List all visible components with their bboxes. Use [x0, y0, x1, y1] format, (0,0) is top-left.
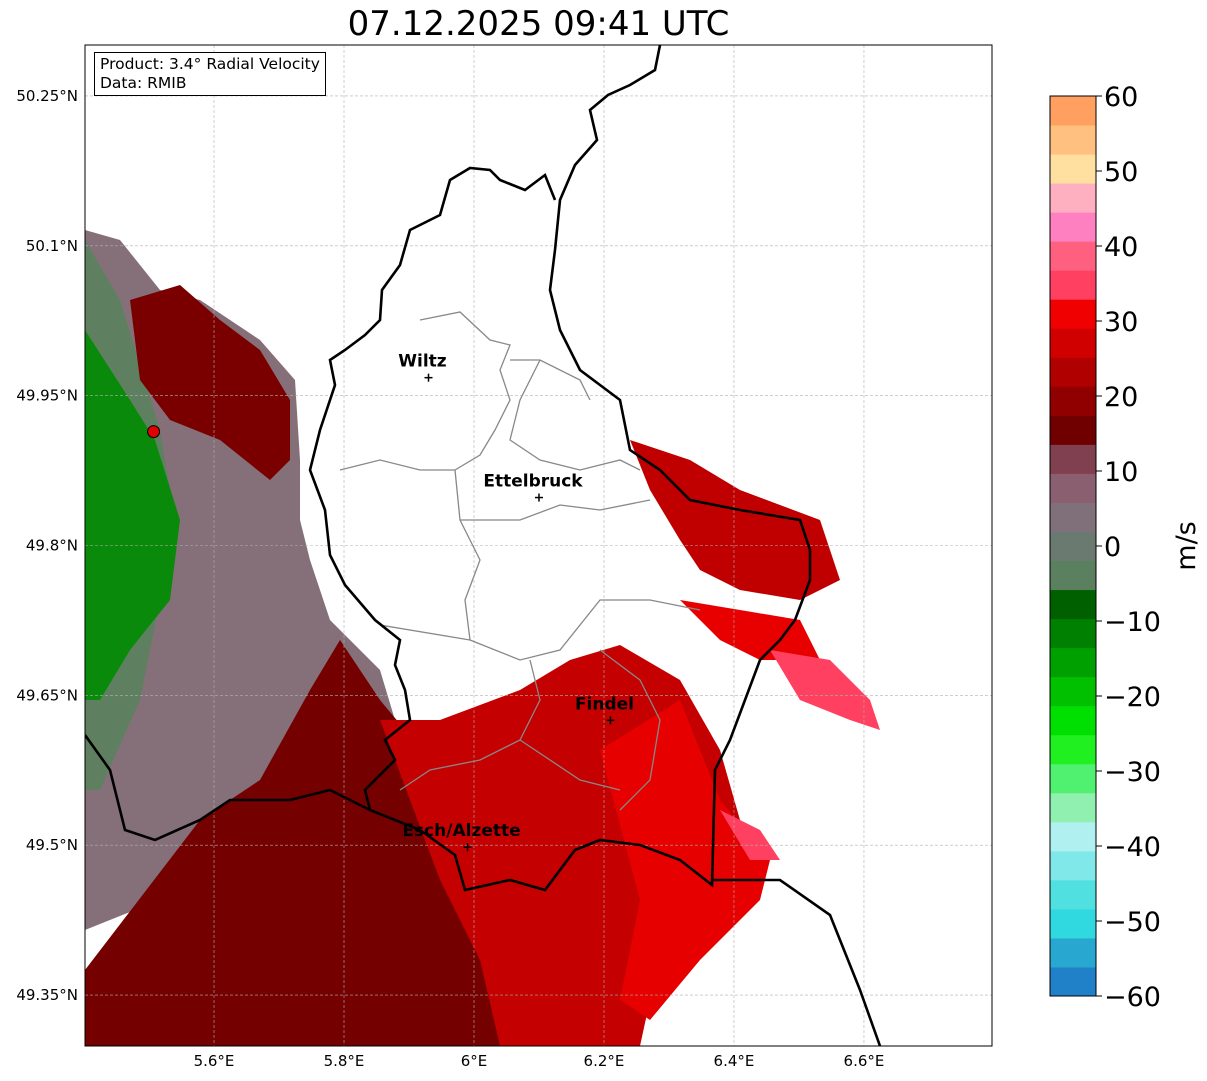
colorbar-segment	[1050, 676, 1096, 707]
colorbar-segment	[1050, 96, 1096, 126]
lat-tick-label: 49.35°N	[16, 986, 78, 1004]
lon-tick-label: 5.8°E	[324, 1052, 365, 1070]
gridlines	[85, 45, 992, 1046]
colorbar: 60 50 40 30 20 10 0 −10 −20 −30 −40 −50 −60	[1049, 82, 1161, 1013]
lat-tick-label: 50.1°N	[26, 237, 78, 255]
luxembourg-cantons	[339, 311, 701, 811]
echo-green	[85, 330, 180, 700]
colorbar-tick-label: −30	[1104, 757, 1161, 788]
colorbar-segment	[1050, 618, 1096, 649]
colorbar-tick-label: 50	[1104, 157, 1138, 188]
colorbar-segment	[1050, 560, 1096, 591]
city-marker-icon	[424, 373, 433, 382]
colorbar-tick-label: −40	[1104, 832, 1161, 863]
belgium-france-border	[85, 734, 371, 842]
colorbar-segment	[1050, 966, 1096, 997]
colorbar-segment	[1050, 850, 1096, 881]
colorbar-tick-label: 40	[1104, 232, 1138, 263]
axis-ticks: 5.6°E 5.8°E 6°E 6.2°E 6.4°E 6.6°E 50.25°N 50.1°…	[16, 87, 884, 1070]
lon-tick-label: 6.4°E	[714, 1052, 755, 1070]
lon-tick-label: 6.2°E	[584, 1052, 625, 1070]
echo-darkred-north	[130, 285, 290, 480]
radar-site-marker	[147, 425, 161, 439]
colorbar-tick-label: 60	[1104, 82, 1138, 113]
info-box: Product: 3.4° Radial Velocity Data: RMIB	[94, 52, 326, 96]
colorbar-tick-label: 0	[1104, 532, 1121, 563]
lon-tick-label: 6.6°E	[844, 1052, 885, 1070]
colorbar-segment	[1050, 705, 1096, 736]
colorbar-segment	[1050, 763, 1096, 794]
lat-tick-label: 49.65°N	[16, 686, 78, 704]
colorbar-segment	[1050, 473, 1096, 503]
colorbar-segment	[1050, 647, 1096, 678]
colorbar-segment	[1050, 386, 1096, 416]
city-marker-icon	[606, 716, 615, 725]
colorbar-segment	[1050, 444, 1096, 474]
lat-tick-label: 49.5°N	[26, 836, 78, 854]
colorbar-segment	[1050, 299, 1096, 329]
colorbar-segment	[1050, 154, 1096, 184]
map-title: 07.12.2025 09:41 UTC	[347, 4, 730, 44]
echo-brightred-se	[600, 700, 770, 1020]
colorbar-label: m/s	[1171, 521, 1202, 570]
colorbar-segment	[1050, 415, 1096, 445]
colorbar-segment	[1050, 937, 1096, 968]
borders	[85, 45, 882, 1046]
echo-brightred-east	[680, 600, 820, 660]
colorbar-tick-label: 30	[1104, 307, 1138, 338]
colorbar-tick-label: 10	[1104, 457, 1138, 488]
colorbar-segment	[1050, 328, 1096, 358]
colorbar-tick-label: −20	[1104, 682, 1161, 713]
colorbar-segment	[1050, 357, 1096, 387]
luxembourg-border	[308, 45, 812, 892]
colorbar-segment	[1050, 241, 1096, 271]
product-label: Product: 3.4° Radial Velocity	[100, 55, 320, 73]
city-label: Findel	[575, 694, 634, 714]
city-label: Ettelbruck	[483, 472, 583, 492]
lat-tick-label: 49.95°N	[16, 387, 78, 405]
city-label: Wiltz	[398, 352, 447, 372]
colorbar-tick-label: −60	[1104, 982, 1161, 1013]
colorbar-tick-label: −10	[1104, 607, 1161, 638]
map-frame	[84, 44, 993, 1047]
colorbar-segment	[1050, 589, 1096, 620]
colorbar-segment	[1050, 502, 1096, 532]
echo-pink-se	[720, 810, 780, 860]
colorbar-segment	[1050, 183, 1096, 213]
colorbar-segment	[1050, 792, 1096, 823]
echo-pink-east	[770, 650, 880, 730]
colorbar-segment	[1050, 908, 1096, 939]
city-label: Esch/Alzette	[402, 821, 520, 841]
colorbar-segment	[1050, 734, 1096, 765]
colorbar-segment	[1050, 125, 1096, 155]
lat-tick-label: 50.25°N	[16, 87, 78, 105]
lon-tick-label: 5.6°E	[194, 1052, 235, 1070]
colorbar-segment	[1050, 212, 1096, 242]
city-marker-icon	[534, 493, 543, 502]
colorbar-tick-label: −50	[1104, 907, 1161, 938]
lon-tick-label: 6°E	[461, 1052, 488, 1070]
colorbar-tick-label: 20	[1104, 382, 1138, 413]
colorbar-segment	[1050, 531, 1096, 562]
city-marker-icon	[463, 843, 472, 852]
city-markers: Wiltz Ettelbruck Findel Esch/Alzette	[398, 352, 634, 852]
colorbar-segment	[1050, 270, 1096, 300]
france-germany-border	[712, 878, 882, 1046]
colorbar-segment	[1050, 879, 1096, 910]
echo-red-east	[630, 440, 840, 600]
lat-tick-label: 49.8°N	[26, 537, 78, 555]
data-source-label: Data: RMIB	[100, 74, 187, 92]
colorbar-segment	[1050, 821, 1096, 852]
